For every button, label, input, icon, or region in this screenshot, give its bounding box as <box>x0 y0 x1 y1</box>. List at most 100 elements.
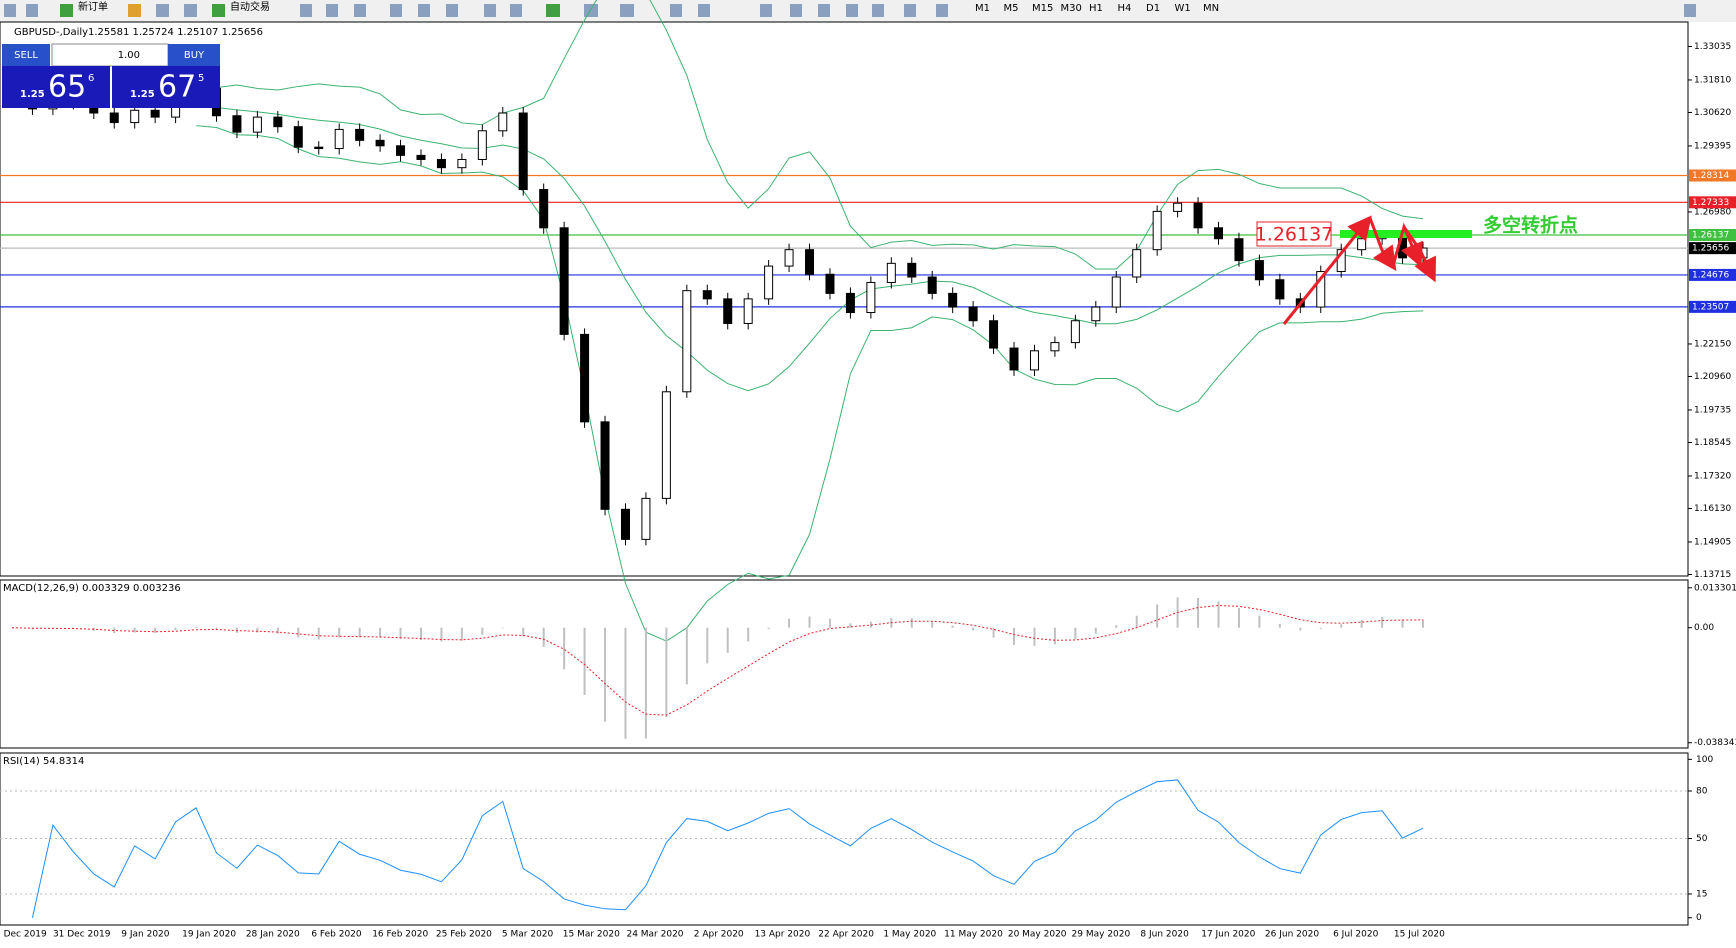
candle <box>764 265 774 300</box>
lot-size[interactable]: 1.00 <box>118 50 140 61</box>
bid-big: 65 <box>48 70 86 105</box>
candle <box>498 112 508 132</box>
y-tick-label: 1.26980 <box>1694 207 1731 217</box>
date-label: 19 Jan 2020 <box>182 930 236 940</box>
level-tag <box>1689 169 1736 182</box>
candle <box>375 139 385 147</box>
y-tick-label: 100 <box>1696 755 1713 765</box>
level-tag <box>1689 196 1736 209</box>
date-label: 24 Mar 2020 <box>626 930 683 940</box>
bid-prefix: 1.25 <box>20 89 45 100</box>
timeframe[interactable]: M15 <box>1032 3 1053 14</box>
candle <box>702 290 712 300</box>
new-order[interactable]: 新订单 <box>78 0 108 13</box>
y-tick-label: 0.013301 <box>1694 583 1736 593</box>
candle <box>396 145 406 156</box>
y-tick-label: 1.22150 <box>1694 339 1731 349</box>
sell-button[interactable]: SELL <box>14 50 38 61</box>
bollinger-band <box>196 106 1423 391</box>
timeframe[interactable]: W1 <box>1175 3 1191 14</box>
candle <box>948 292 958 308</box>
date-label: 6 Jul 2020 <box>1333 930 1378 940</box>
toolbar <box>0 0 1736 22</box>
date-label: 17 Jun 2020 <box>1201 930 1255 940</box>
price-annotation: 1.26137 <box>1255 224 1334 246</box>
candle <box>682 290 692 393</box>
candle <box>1193 202 1203 229</box>
candle <box>886 262 896 283</box>
date-label: 26 Jun 2020 <box>1265 930 1319 940</box>
candle <box>743 298 753 324</box>
rsi-label: RSI(14) 54.8314 <box>3 756 84 767</box>
candle <box>1111 276 1121 308</box>
auto-trade[interactable]: 自动交易 <box>230 0 270 13</box>
y-tick-label: 0.00 <box>1694 623 1714 633</box>
candle <box>314 146 324 150</box>
candle <box>825 273 835 294</box>
macd-signal <box>11 605 1424 716</box>
date-label: 1 May 2020 <box>883 930 936 940</box>
candle <box>866 281 876 314</box>
timeframe[interactable]: H4 <box>1118 3 1132 14</box>
timeframe[interactable]: H1 <box>1089 3 1103 14</box>
timeframe[interactable]: MN <box>1203 3 1219 14</box>
candle <box>293 126 303 148</box>
candle <box>1091 306 1101 322</box>
candle <box>1316 271 1326 308</box>
y-tick-label: 1.31810 <box>1694 75 1731 85</box>
candle <box>1254 260 1264 281</box>
bollinger-band <box>196 0 1423 269</box>
arrows <box>1282 215 1437 325</box>
candle <box>1070 320 1080 344</box>
candle <box>1050 342 1060 352</box>
date-label: 2 Apr 2020 <box>694 930 744 940</box>
timeframe[interactable]: M30 <box>1061 3 1082 14</box>
date-label: 15 Jul 2020 <box>1394 930 1445 940</box>
level-label: 1.25656 <box>1692 244 1729 254</box>
date-label: 25 Feb 2020 <box>436 930 492 940</box>
y-tick-label: 1.29395 <box>1694 141 1731 151</box>
ask-small: 5 <box>198 73 204 84</box>
candle <box>1234 238 1244 262</box>
candle <box>334 128 344 150</box>
level-label: 1.27333 <box>1692 198 1729 208</box>
trade-panel: SELL 1.00 BUY 1.25 65 6 1.25 67 5 <box>2 43 220 108</box>
y-tick-label: 1.30620 <box>1694 108 1731 118</box>
y-tick-label: 1.17320 <box>1694 471 1731 481</box>
candle <box>927 276 937 294</box>
level-tag <box>1689 268 1736 281</box>
date-label: 28 Jan 2020 <box>246 930 300 940</box>
candle <box>232 115 242 133</box>
candle <box>457 158 467 169</box>
date-label: 20 May 2020 <box>1008 930 1067 940</box>
date-label: 15 Mar 2020 <box>563 930 620 940</box>
timeframe[interactable]: M5 <box>1004 3 1019 14</box>
candle <box>907 262 917 278</box>
candle <box>1275 279 1285 300</box>
candle <box>150 109 160 118</box>
level-label: 1.23507 <box>1692 302 1729 312</box>
candle <box>1009 347 1019 371</box>
buy-button[interactable]: BUY <box>184 50 205 61</box>
y-tick-label: 15 <box>1696 889 1707 899</box>
ask-big: 67 <box>158 70 196 105</box>
timeframe[interactable]: M1 <box>975 3 990 14</box>
candle <box>968 306 978 322</box>
candle <box>784 249 794 267</box>
candle <box>539 189 549 229</box>
candle <box>355 128 365 141</box>
ask-prefix: 1.25 <box>130 89 155 100</box>
candle <box>252 116 262 133</box>
y-tick-label: 1.19735 <box>1694 405 1731 415</box>
candle <box>805 249 815 275</box>
timeframe[interactable]: D1 <box>1146 3 1160 14</box>
level-tag <box>1689 242 1736 255</box>
level-label: 1.28314 <box>1692 171 1729 181</box>
rsi-pane <box>0 752 1689 926</box>
candle <box>477 130 487 160</box>
candle <box>416 154 426 160</box>
bid-small: 6 <box>88 73 94 84</box>
level-tag <box>1689 228 1736 241</box>
